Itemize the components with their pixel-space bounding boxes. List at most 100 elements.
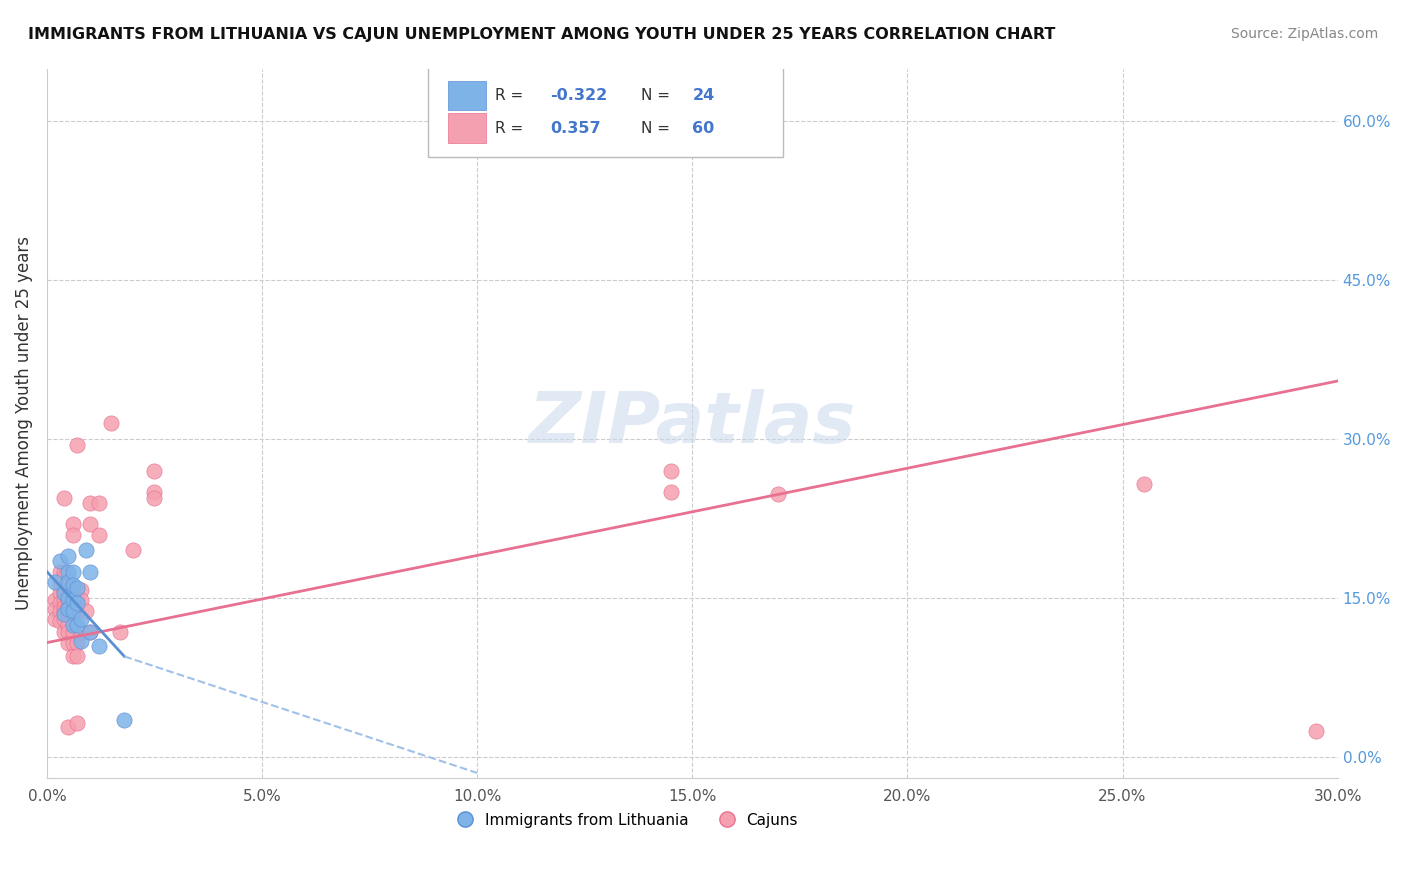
Point (66, 649, 89, 664)
Point (87, 496, 110, 510)
Point (53, 625, 76, 640)
Text: N =: N = (641, 88, 675, 103)
Point (1305, 723, 1327, 738)
Point (66, 716, 89, 731)
Point (53, 582, 76, 597)
Point (659, 464, 682, 478)
Point (70, 612, 93, 626)
Point (44, 593, 66, 607)
Point (58, 575, 80, 590)
Point (58, 593, 80, 607)
Point (62, 625, 84, 640)
Point (58, 578, 80, 592)
Point (44, 601, 66, 615)
Point (58, 549, 80, 563)
Point (53, 586, 76, 600)
Point (768, 487, 790, 501)
Text: Source: ZipAtlas.com: Source: ZipAtlas.com (1230, 27, 1378, 41)
Point (62, 582, 84, 597)
Point (87, 639, 110, 653)
Point (58, 565, 80, 579)
Point (79, 516, 101, 531)
Point (79, 496, 101, 510)
Point (44, 575, 66, 590)
Point (62, 593, 84, 607)
Point (143, 464, 166, 478)
Point (58, 586, 80, 600)
Point (49, 597, 72, 611)
Point (66, 581, 89, 595)
Point (58, 607, 80, 621)
Point (66, 617, 89, 632)
Point (75, 543, 97, 558)
Point (53, 570, 76, 584)
Point (70, 582, 93, 597)
Point (79, 625, 101, 640)
Point (53, 612, 76, 626)
Point (49, 604, 72, 618)
Text: N =: N = (641, 120, 675, 136)
Text: R =: R = (495, 88, 527, 103)
Legend: Immigrants from Lithuania, Cajuns: Immigrants from Lithuania, Cajuns (451, 807, 804, 834)
Point (70, 593, 93, 607)
Point (66, 635, 89, 649)
Point (79, 565, 101, 579)
Point (58, 625, 80, 640)
Point (62, 578, 84, 592)
FancyBboxPatch shape (427, 65, 783, 157)
Point (49, 578, 72, 592)
Point (70, 625, 93, 640)
Point (53, 491, 76, 505)
Text: 60: 60 (692, 120, 714, 136)
Point (49, 615, 72, 629)
Text: ZIPatlas: ZIPatlas (529, 389, 856, 458)
Point (62, 604, 84, 618)
Point (70, 633, 93, 648)
Point (66, 593, 89, 607)
Text: 24: 24 (692, 88, 714, 103)
Point (62, 649, 84, 664)
Point (87, 527, 110, 541)
Point (100, 417, 122, 431)
Point (53, 565, 76, 579)
Point (44, 612, 66, 626)
Y-axis label: Unemployment Among Youth under 25 years: Unemployment Among Youth under 25 years (15, 236, 32, 610)
Point (58, 591, 80, 606)
Text: -0.322: -0.322 (550, 88, 607, 103)
Point (143, 491, 166, 505)
Text: R =: R = (495, 120, 533, 136)
Text: 0.357: 0.357 (550, 120, 600, 136)
Point (62, 635, 84, 649)
Point (58, 599, 80, 614)
Point (58, 720, 80, 734)
Point (62, 593, 84, 607)
Point (1133, 476, 1156, 491)
Text: IMMIGRANTS FROM LITHUANIA VS CAJUN UNEMPLOYMENT AMONG YOUTH UNDER 25 YEARS CORRE: IMMIGRANTS FROM LITHUANIA VS CAJUN UNEMP… (28, 27, 1056, 42)
Point (62, 617, 84, 632)
Point (58, 601, 80, 615)
Point (49, 586, 72, 600)
FancyBboxPatch shape (449, 113, 485, 143)
Point (62, 527, 84, 541)
Point (53, 607, 76, 621)
Point (53, 593, 76, 607)
Point (659, 485, 682, 500)
Point (66, 604, 89, 618)
Point (49, 565, 72, 579)
Point (53, 604, 76, 618)
FancyBboxPatch shape (449, 80, 485, 111)
Point (122, 543, 145, 558)
Point (53, 599, 76, 614)
Point (143, 485, 166, 500)
Point (49, 554, 72, 568)
Point (66, 437, 89, 451)
Point (66, 597, 89, 611)
Point (62, 565, 84, 579)
Point (112, 713, 135, 727)
Point (75, 604, 97, 618)
Point (58, 617, 80, 632)
Point (108, 625, 131, 640)
Point (79, 625, 101, 640)
Point (58, 635, 80, 649)
Point (62, 516, 84, 531)
